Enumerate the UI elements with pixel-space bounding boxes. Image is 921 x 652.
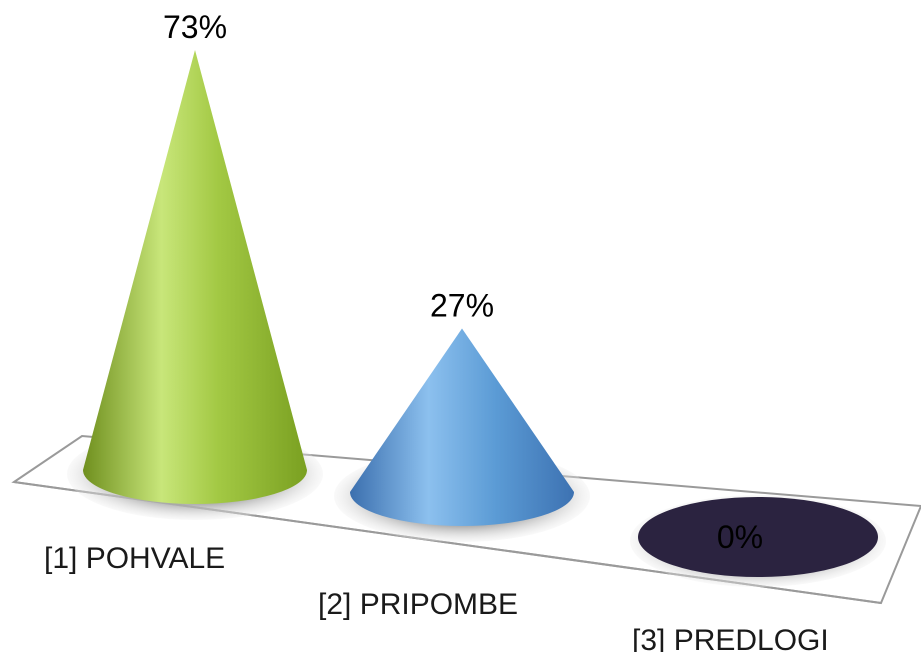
data-label-2: 27% bbox=[430, 288, 494, 324]
category-label-3: [3] PREDLOGI bbox=[632, 624, 829, 652]
category-label-1: [1] POHVALE bbox=[44, 542, 225, 575]
cone-bar-1 bbox=[83, 50, 307, 504]
category-label-2: [2] PRIPOMBE bbox=[318, 588, 518, 621]
cone-bar-2 bbox=[350, 328, 574, 526]
cone-bar-3 bbox=[638, 497, 878, 577]
data-label-1: 73% bbox=[163, 9, 227, 45]
data-label-3: 0% bbox=[717, 519, 763, 555]
